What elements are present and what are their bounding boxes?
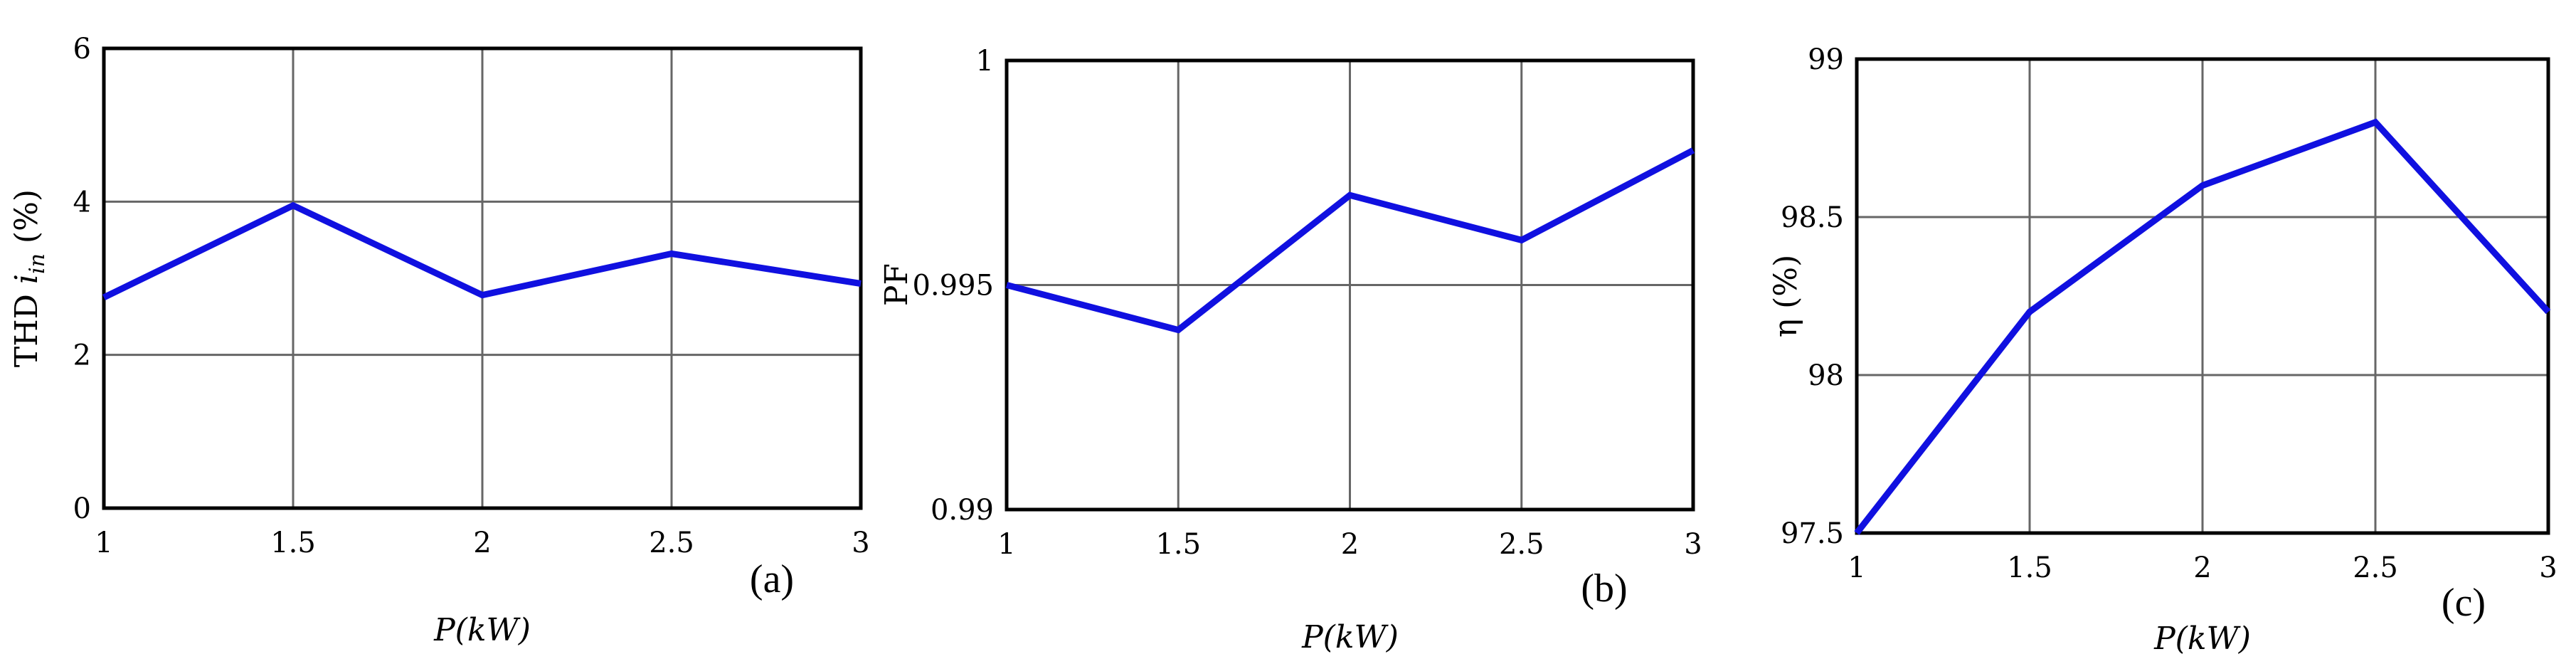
- x-tick-label: 3: [1684, 528, 1702, 561]
- y-tick-label: 1: [976, 45, 994, 78]
- y-axis-label: η (%): [1768, 255, 1804, 338]
- x-tick-label: 3: [2539, 552, 2557, 584]
- chart-panel-b: 1 1.5 2 2.5 3 0.99 0.995 1 P(kW) PF (b): [879, 45, 1702, 655]
- y-tick-label: 98.5: [1781, 201, 1844, 234]
- x-axis-label: P(kW): [433, 612, 531, 648]
- x-tick-label: 2.5: [1499, 528, 1544, 561]
- plot-frame: [1855, 57, 2550, 535]
- y-tick-label: 0.995: [912, 270, 994, 302]
- y-tick-label: 2: [73, 339, 91, 372]
- chart-panel-c: 1 1.5 2 2.5 3 97.5 98 98.5 99 P(kW) η (%) (c): [1768, 43, 2558, 657]
- plot-frame: [102, 46, 863, 510]
- y-axis-label: PF: [879, 263, 915, 306]
- y-axis-label: THD iin (%): [9, 189, 50, 367]
- chart-panel-a: 1 1.5 2 2.5 3 0 2 4 6 P(kW) THD iin (%) (a): [9, 33, 870, 648]
- panel-label: (b): [1581, 566, 1627, 611]
- x-tick-label: 1.5: [1155, 528, 1201, 561]
- x-axis-label: P(kW): [1301, 619, 1399, 655]
- x-tick-label: 2: [1341, 528, 1359, 561]
- x-tick-label: 2.5: [2353, 552, 2398, 584]
- x-tick-label: 1.5: [2007, 552, 2052, 584]
- x-tick-label: 2.5: [649, 527, 694, 559]
- panel-label: (c): [2442, 581, 2486, 625]
- y-tick-label: 98: [1808, 359, 1844, 392]
- x-tick-label: 1.5: [270, 527, 316, 559]
- panel-label: (a): [750, 557, 794, 601]
- y-tick-label: 0: [73, 492, 91, 525]
- x-tick-label: 1: [95, 527, 112, 559]
- y-tick-label: 4: [73, 186, 91, 218]
- x-tick-label: 1: [997, 528, 1015, 561]
- x-tick-label: 2: [473, 527, 491, 559]
- y-tick-label: 99: [1808, 43, 1844, 76]
- y-tick-label: 6: [73, 33, 91, 65]
- x-axis-label: P(kW): [2153, 621, 2251, 657]
- y-tick-label: 97.5: [1781, 517, 1844, 550]
- x-tick-label: 1: [1848, 552, 1865, 584]
- x-tick-label: 2: [2193, 552, 2211, 584]
- x-tick-label: 3: [852, 527, 869, 559]
- y-tick-label: 0.99: [931, 494, 994, 527]
